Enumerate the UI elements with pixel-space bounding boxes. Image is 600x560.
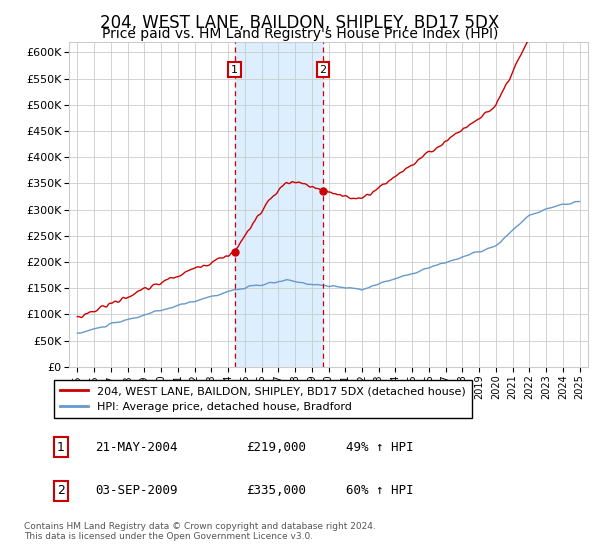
Text: 49% ↑ HPI: 49% ↑ HPI <box>346 441 413 454</box>
Text: 03-SEP-2009: 03-SEP-2009 <box>95 484 178 497</box>
Text: 2: 2 <box>57 484 65 497</box>
Text: 204, WEST LANE, BAILDON, SHIPLEY, BD17 5DX: 204, WEST LANE, BAILDON, SHIPLEY, BD17 5… <box>100 14 500 32</box>
Text: Price paid vs. HM Land Registry's House Price Index (HPI): Price paid vs. HM Land Registry's House … <box>102 27 498 41</box>
Legend: 204, WEST LANE, BAILDON, SHIPLEY, BD17 5DX (detached house), HPI: Average price,: 204, WEST LANE, BAILDON, SHIPLEY, BD17 5… <box>53 380 472 418</box>
Text: £219,000: £219,000 <box>247 441 307 454</box>
Text: 21-MAY-2004: 21-MAY-2004 <box>95 441 178 454</box>
Text: Contains HM Land Registry data © Crown copyright and database right 2024.
This d: Contains HM Land Registry data © Crown c… <box>24 522 376 542</box>
Text: 60% ↑ HPI: 60% ↑ HPI <box>346 484 413 497</box>
Text: 2: 2 <box>319 64 326 74</box>
Text: £335,000: £335,000 <box>247 484 307 497</box>
Text: 1: 1 <box>57 441 65 454</box>
Text: 1: 1 <box>231 64 238 74</box>
Bar <box>235 42 323 367</box>
